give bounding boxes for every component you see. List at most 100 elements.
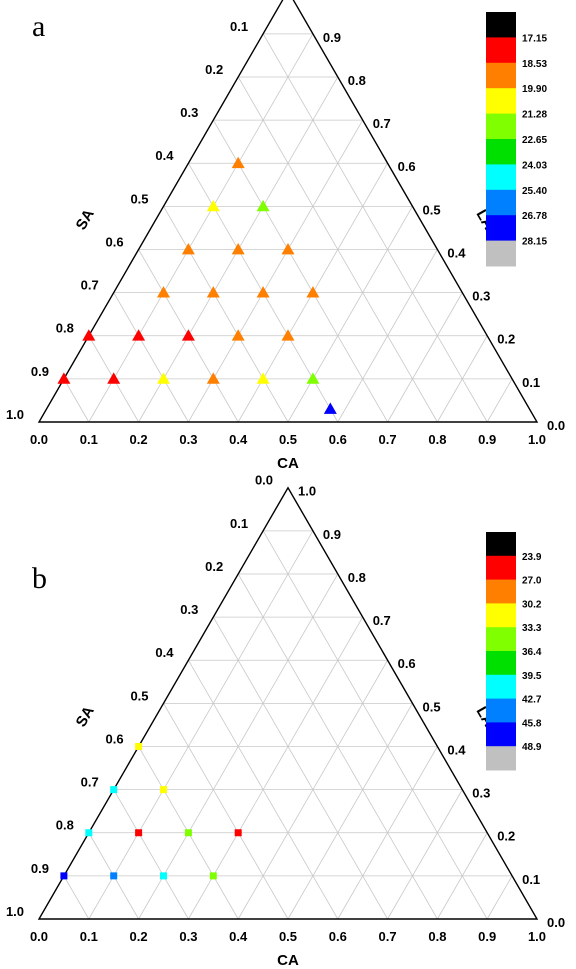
panel-b-data-point [60, 872, 68, 880]
panel-a-la-tick-label: 0.0 [547, 418, 565, 433]
panel-b-data-point [135, 829, 143, 837]
panel-b-grid-line [486, 875, 513, 920]
panel-a-sa-tick-label: 0.7 [81, 278, 99, 293]
panel-b-data-point [135, 742, 143, 750]
panel-a-la-tick-label: 0.3 [472, 289, 490, 304]
panel-b-ca-tick-label: 0.6 [329, 929, 347, 944]
panel-a-legend-label: 25.40 [522, 186, 547, 197]
panel-b-data-point [85, 829, 93, 837]
panel-b-grid-line [88, 530, 314, 920]
panel-b-ca-axis-title: CA [277, 952, 299, 969]
panel-a-ca-tick-label: 0.1 [80, 432, 98, 447]
panel-b-la-tick-label: 0.0 [547, 915, 565, 930]
panel-a-grid-line [287, 206, 413, 423]
panel-a-ca-tick-label: 0.7 [379, 432, 397, 447]
panel-b-legend-label: 48.9 [522, 742, 542, 753]
panel-a-data-point [132, 329, 146, 341]
panel-a-data-point [82, 329, 96, 341]
panel-a-ca-tick-label: 0.8 [428, 432, 446, 447]
panel-a-la-tick-label: 0.5 [423, 202, 441, 217]
panel-a-ca-tick-label: 0.6 [329, 432, 347, 447]
panel-a-legend-swatch [486, 164, 516, 191]
panel-a-legend-label: 24.03 [522, 160, 547, 171]
panel-a-legend-label: 21.28 [522, 110, 547, 121]
panel-b-ca-tick-label: 0.9 [478, 929, 496, 944]
panel-a-ca-tick-label: 0.4 [229, 432, 248, 447]
panel-b-data-point [209, 872, 217, 880]
panel-a-ticks: 0.00.10.20.30.40.50.60.70.80.91.00.00.10… [6, 0, 565, 447]
panel-a-ca-tick-label: 0.2 [130, 432, 148, 447]
panel-a-data-point [281, 242, 295, 255]
panel-b-sa-tick-label: 0.9 [31, 861, 49, 876]
panel-a-grid-line [88, 33, 314, 423]
panel-b-la-tick-label: 0.1 [522, 872, 540, 887]
panel-b-la-tick-label: 1.0 [298, 484, 316, 499]
panel-b-legend-label: 36.4 [522, 647, 542, 658]
panel-a-grid-line [212, 119, 388, 423]
panel-a-grid-line [486, 378, 513, 423]
panel-b-legend-label: 23.9 [522, 552, 542, 563]
panel-a-la-tick-label: 0.1 [522, 375, 540, 390]
panel-a-legend: 17.15 18.53 19.90 21.28 22.65 24.03 25.40 26.78… [486, 12, 547, 267]
panel-b-ticks: 0.0 0.1 0.2 0.3 0.4 0.5 0.6 0.7 0.8 0.9 1.00.00.10… [6, 473, 565, 944]
panel-b-sa-tick-label: 1.0 [6, 904, 24, 919]
panel-b-grid-line [163, 703, 289, 920]
panel-a-legend-swatch [486, 215, 516, 242]
panel-b-grid-line [188, 616, 364, 920]
panel-b-ca-tick-label: 1.0 [528, 929, 546, 944]
panel-a-grid-line [337, 249, 438, 423]
panel-b-la-tick-label: 0.5 [423, 699, 441, 714]
panel-a-sa-tick-label: 0.4 [155, 148, 174, 163]
panel-b-grid-line [437, 832, 488, 920]
panel-a-data-point [206, 199, 220, 212]
panel-b-grid-line [63, 875, 90, 920]
panel-b-legend-swatch [486, 627, 516, 652]
panel-b-sa-tick-label: 0.4 [155, 645, 174, 660]
panel-b-ca-tick-label: 0.0 [30, 929, 48, 944]
panel-a-la-tick-label: 1.0 [298, 0, 316, 2]
panel-a-data-point [181, 242, 195, 255]
panel-a-grid-line [262, 33, 488, 423]
panel-a-data-point [306, 286, 320, 298]
panel-a-la-tick-label: 0.2 [497, 332, 515, 347]
panel-a-legend-swatch [486, 189, 516, 216]
panel-a-legend-label: 26.78 [522, 211, 547, 222]
panel-a-border [37, 0, 539, 423]
panel-a-legend-swatch [486, 37, 516, 64]
panel-a-data-point [57, 372, 71, 384]
panel-b-grid-line [262, 530, 488, 920]
panel-a-legend-swatch [486, 62, 516, 89]
panel-b-la-tick-label: 0.3 [472, 786, 490, 801]
panel-b-legend-swatch [486, 746, 516, 771]
panel-b-data-point [234, 829, 242, 837]
panel-a-ca-axis-title: CA [277, 455, 299, 472]
panel-a-data-point [256, 286, 270, 298]
panel-b-legend-label: 27.0 [522, 576, 542, 587]
panel-b-sa-tick-label: 0.2 [205, 559, 223, 574]
panel-b-points [60, 742, 242, 880]
panel-b-sa-tick-label: 0.5 [130, 688, 148, 703]
panel-b-la-tick-label: 0.2 [497, 829, 515, 844]
panel-b-legend-swatch [486, 722, 516, 747]
panel-a-la-tick-label: 0.7 [373, 116, 391, 131]
panel-b-data-point [110, 872, 118, 880]
panel-b-grid-line [287, 703, 413, 920]
panel-b-la-tick-label: 0.9 [323, 527, 341, 542]
panel-a-grid [63, 33, 513, 423]
panel-a-legend-label: 19.90 [522, 84, 547, 95]
panel-a: a 0.00.10.20.30.40.50.60.70.80.91.00.00.… [6, 0, 565, 472]
panel-b-legend-swatch [486, 532, 516, 557]
panel-b-sa-tick-label: 0.0 [255, 473, 273, 488]
panel-a-data-point [256, 372, 270, 384]
panel-a-legend-label: 28.15 [522, 237, 547, 248]
panel-b-ca-tick-label: 0.8 [428, 929, 446, 944]
panel-b-la-tick-label: 0.6 [398, 656, 416, 671]
panel-b-border [37, 486, 539, 920]
panel-a-data-point [323, 402, 337, 414]
panel-b-data-point [160, 786, 167, 794]
panel-a-sa-tick-label: 0.5 [130, 191, 148, 206]
panel-b-legend-label: 33.3 [522, 623, 542, 634]
panel-a-data-point [107, 372, 121, 384]
panel-a-ca-tick-label: 0.3 [179, 432, 197, 447]
panel-a-sa-tick-label: 0.2 [205, 62, 223, 77]
